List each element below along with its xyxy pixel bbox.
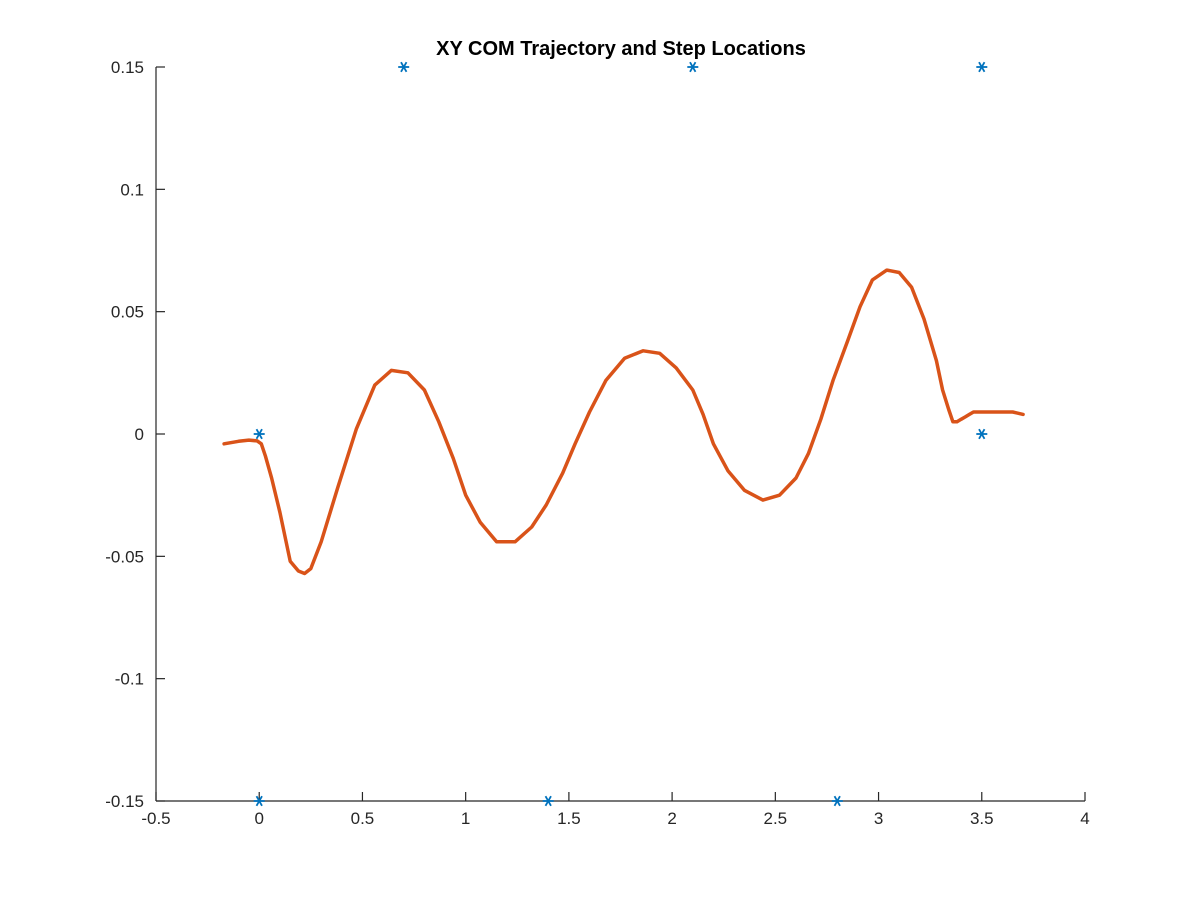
com-trajectory-line xyxy=(222,268,1025,576)
x-tick-label: 1.5 xyxy=(557,809,581,828)
step-location-marker xyxy=(398,61,410,73)
x-tick-label: 3.5 xyxy=(970,809,994,828)
step-location-marker xyxy=(687,61,699,73)
step-location-marker xyxy=(976,61,988,73)
step-location-marker xyxy=(542,795,554,807)
y-tick-label: -0.15 xyxy=(105,792,144,811)
series-layer xyxy=(222,61,1025,807)
step-location-marker xyxy=(976,428,988,440)
step-location-marker xyxy=(253,428,265,440)
x-tick-label: 4 xyxy=(1080,809,1089,828)
x-tick-label: 0.5 xyxy=(351,809,375,828)
x-tick-label: 1 xyxy=(461,809,470,828)
x-tick-label: 2 xyxy=(667,809,676,828)
step-location-marker xyxy=(253,795,265,807)
x-tick-label: -0.5 xyxy=(141,809,170,828)
y-tick-label: 0 xyxy=(135,425,144,444)
chart-title: XY COM Trajectory and Step Locations xyxy=(436,38,806,60)
step-location-marker xyxy=(831,795,843,807)
y-tick-label: 0.05 xyxy=(111,303,144,322)
y-tick-label: -0.1 xyxy=(115,670,144,689)
y-tick-label: 0.1 xyxy=(120,180,144,199)
x-ticks: -0.5 0 0.5 1 1.5 2 2.5 3 3.5 4 xyxy=(141,792,1090,828)
y-ticks: -0.15 -0.1 -0.05 0 0.05 0.1 0.15 xyxy=(105,58,165,811)
plot-axes xyxy=(155,67,1085,802)
x-tick-label: 2.5 xyxy=(764,809,788,828)
x-tick-label: 0 xyxy=(254,809,263,828)
y-tick-label: 0.15 xyxy=(111,58,144,77)
y-tick-label: -0.05 xyxy=(105,547,144,566)
x-tick-label: 3 xyxy=(874,809,883,828)
